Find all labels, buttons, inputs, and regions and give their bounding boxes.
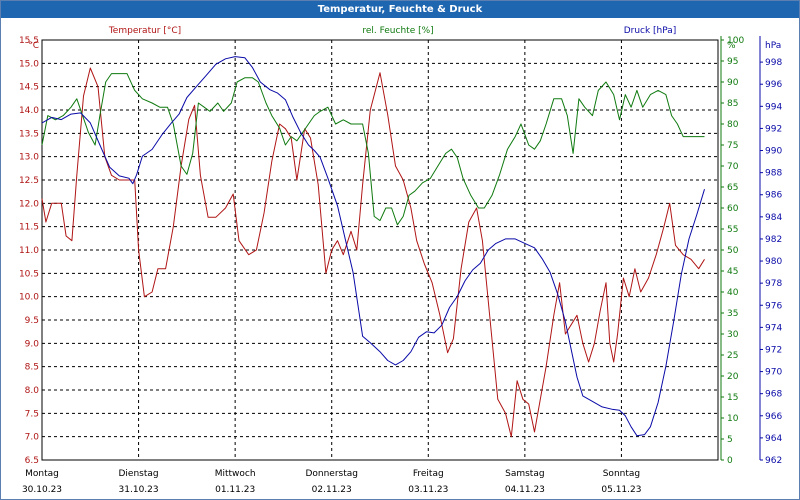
x-label-day: Montag	[25, 469, 59, 479]
series-line-press	[41, 56, 705, 437]
x-label-day: Freitag	[413, 469, 444, 479]
series-label-hum: rel. Feuchte [%]	[362, 26, 433, 36]
tick-label-temp: 10.0	[19, 293, 39, 303]
tick-label-hum: 65	[727, 183, 738, 193]
tick-label-temp: 15.5	[19, 36, 39, 46]
tick-label-press: 996	[765, 80, 782, 90]
tick-label-press: 992	[765, 124, 782, 134]
tick-label-temp: 14.5	[19, 83, 39, 93]
chart-title: Temperatur, Feuchte & Druck	[1, 1, 799, 18]
tick-label-press: 976	[765, 301, 782, 311]
tick-label-press: 968	[765, 390, 782, 400]
tick-label-temp: 6.5	[25, 456, 39, 466]
tick-label-press: 972	[765, 345, 782, 355]
tick-label-temp: 7.5	[25, 409, 39, 419]
tick-label-press: 984	[765, 213, 782, 223]
tick-label-hum: 60	[727, 204, 739, 214]
x-label-day: Mittwoch	[215, 469, 256, 479]
tick-label-hum: 30	[727, 330, 739, 340]
tick-label-temp: 11.5	[19, 223, 39, 233]
axis-unit-press: hPa	[765, 41, 781, 51]
tick-label-press: 962	[765, 456, 782, 466]
tick-label-press: 964	[765, 434, 782, 444]
tick-label-hum: 0	[727, 456, 733, 466]
tick-label-temp: 13.0	[19, 153, 39, 163]
tick-label-temp: 12.0	[19, 199, 39, 209]
tick-label-hum: 50	[727, 246, 739, 256]
tick-label-temp: 15.0	[19, 59, 39, 69]
tick-label-temp: 10.5	[19, 269, 39, 279]
tick-label-press: 990	[765, 147, 782, 157]
tick-label-temp: 12.5	[19, 176, 39, 186]
tick-label-temp: 8.0	[25, 386, 40, 396]
x-label-date: 01.11.23	[215, 485, 255, 495]
tick-label-hum: 5	[727, 435, 733, 445]
tick-label-hum: 20	[727, 372, 739, 382]
tick-label-press: 970	[765, 368, 782, 378]
series-label-press: Druck [hPa]	[624, 26, 677, 36]
labels: Temperatur [°C] rel. Feuchte [%] Druck [hP…	[22, 26, 676, 495]
series-label-temp: Temperatur [°C]	[108, 26, 181, 36]
tick-label-press: 980	[765, 257, 782, 267]
tick-label-press: 974	[765, 323, 782, 333]
series-line-hum	[41, 73, 705, 226]
tick-label-hum: 85	[727, 99, 738, 109]
tick-label-hum: 45	[727, 267, 738, 277]
x-label-day: Donnerstag	[305, 469, 358, 479]
series-lines	[41, 56, 705, 438]
tick-label-press: 998	[765, 58, 782, 68]
axes: 6.5 7.0 7.5 8.0 8.5 9.0 9.5 10.0 10.5 11.0 11.5 12.…	[19, 36, 782, 466]
tick-label-temp: 9.5	[25, 316, 39, 326]
tick-label-hum: 100	[727, 36, 744, 46]
tick-label-press: 994	[765, 102, 782, 112]
tick-label-hum: 10	[727, 414, 739, 424]
tick-label-hum: 75	[727, 141, 738, 151]
tick-label-press: 978	[765, 279, 782, 289]
tick-label-temp: 11.0	[19, 246, 39, 256]
x-label-day: Sonntag	[603, 469, 640, 479]
tick-label-press: 966	[765, 412, 782, 422]
x-label-date: 02.11.23	[312, 485, 352, 495]
tick-label-press: 986	[765, 191, 782, 201]
tick-label-press: 988	[765, 169, 782, 179]
tick-label-hum: 95	[727, 57, 738, 67]
x-label-date: 31.10.23	[119, 485, 159, 495]
x-label-day: Dienstag	[119, 469, 159, 479]
tick-label-temp: 9.0	[25, 339, 40, 349]
axis-unit-hum: %	[727, 41, 736, 51]
tick-label-press: 982	[765, 235, 782, 245]
tick-label-temp: 8.5	[25, 363, 39, 373]
tick-label-hum: 80	[727, 120, 739, 130]
x-label-day: Samstag	[505, 469, 544, 479]
tick-label-hum: 55	[727, 225, 738, 235]
tick-label-hum: 35	[727, 309, 738, 319]
series-line-temp	[41, 67, 705, 438]
x-label-date: 03.11.23	[408, 485, 448, 495]
tick-label-temp: 7.0	[25, 433, 40, 443]
x-label-date: 04.11.23	[505, 485, 545, 495]
grid	[41, 39, 719, 461]
tick-label-hum: 15	[727, 393, 738, 403]
tick-label-temp: 14.0	[19, 106, 39, 116]
tick-label-temp: 13.5	[19, 129, 39, 139]
tick-label-hum: 90	[727, 78, 739, 88]
tick-label-hum: 25	[727, 351, 738, 361]
axis-unit-temp: °C	[28, 41, 39, 51]
tick-label-hum: 70	[727, 162, 739, 172]
x-label-date: 05.11.23	[601, 485, 641, 495]
tick-label-hum: 40	[727, 288, 739, 298]
x-label-date: 30.10.23	[22, 485, 62, 495]
